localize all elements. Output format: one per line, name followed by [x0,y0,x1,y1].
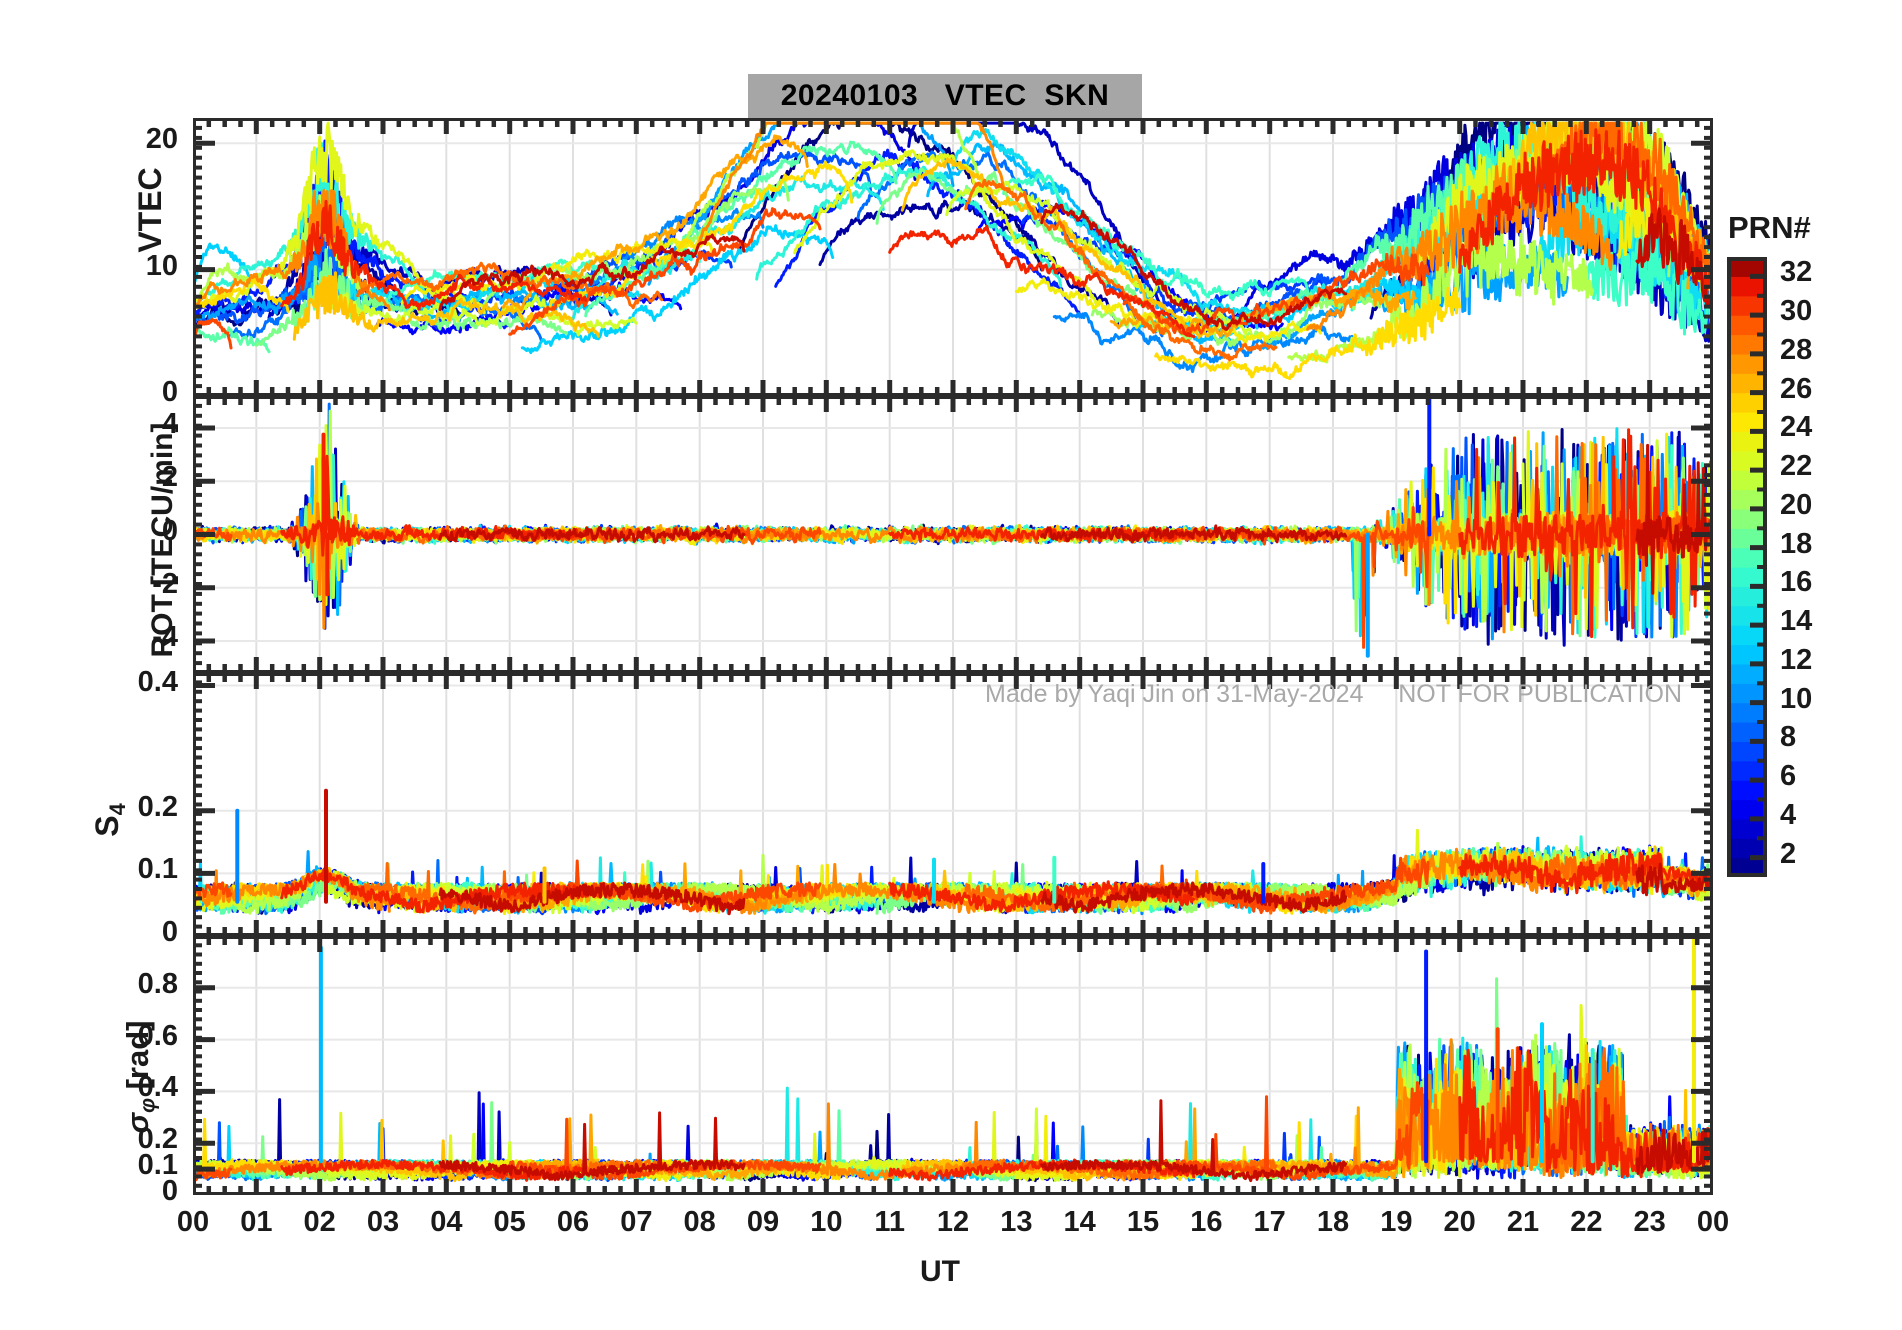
xtick-7: 07 [620,1206,653,1238]
xtick-21: 21 [1506,1206,1540,1238]
ytick-vtec-1: 10 [145,249,178,282]
xtick-23: 23 [1633,1206,1666,1238]
panel-vtec [193,118,1713,396]
xtick-19: 19 [1380,1206,1413,1238]
xtick-16: 16 [1190,1206,1223,1238]
colorbar-tick-16: 16 [1780,566,1813,599]
colorbar-tick-12: 12 [1780,643,1813,676]
xtick-12: 12 [936,1206,970,1238]
xtick-6: 06 [556,1206,590,1238]
xtick-8: 08 [683,1206,716,1238]
ytick-vtec-0: 20 [145,123,178,156]
ytick-sig-5: 0 [161,1175,178,1207]
ytick-rot-0: 4 [161,407,178,440]
panel-rot [193,396,1713,673]
ytick-s4-2: 0.1 [137,853,178,886]
colorbar[interactable] [1727,255,1767,879]
colorbar-tick-24: 24 [1780,411,1813,444]
xaxis-label: UT [920,1255,960,1288]
ytick-rot-1: 2 [161,461,178,494]
ytick-vtec-2: 0 [161,376,178,408]
ytick-s4-1: 0.2 [137,790,178,823]
colorbar-tick-10: 10 [1780,682,1813,715]
panel-sigma-phi [193,936,1713,1195]
ytick-rot-2: 0 [161,514,178,547]
xtick-2: 02 [303,1206,336,1238]
xtick-15: 15 [1126,1206,1160,1238]
colorbar-tick-20: 20 [1780,488,1813,521]
ytick-sig-2: 0.4 [137,1071,178,1104]
xtick-9: 09 [746,1206,780,1238]
colorbar-tick-32: 32 [1780,256,1813,289]
colorbar-tick-28: 28 [1780,333,1813,366]
xtick-24: 00 [1696,1206,1730,1238]
xtick-14: 14 [1063,1206,1096,1238]
ytick-rot-3: -2 [152,567,178,600]
colorbar-tick-26: 26 [1780,372,1813,405]
ytick-sig-0: 0.8 [137,967,178,1000]
xtick-1: 01 [240,1206,273,1238]
chart-title: 20240103 VTEC SKN [748,74,1142,118]
xtick-4: 04 [430,1206,463,1238]
xtick-20: 20 [1443,1206,1476,1238]
colorbar-title: PRN# [1728,210,1811,245]
colorbar-tick-30: 30 [1780,295,1813,328]
colorbar-tick-2: 2 [1780,837,1797,870]
colorbar-tick-22: 22 [1780,450,1813,483]
ytick-s4-0: 0.4 [137,665,178,698]
colorbar-tick-18: 18 [1780,527,1813,560]
xtick-0: 00 [176,1206,210,1238]
xtick-3: 03 [366,1206,400,1238]
xtick-22: 22 [1570,1206,1603,1238]
xtick-10: 10 [810,1206,843,1238]
xtick-11: 11 [874,1206,905,1238]
ytick-s4-3: 0 [161,916,178,948]
colorbar-tick-4: 4 [1780,798,1797,831]
xtick-13: 13 [1000,1206,1033,1238]
ytick-sig-3: 0.2 [137,1123,178,1156]
colorbar-tick-6: 6 [1780,760,1797,793]
xtick-17: 17 [1253,1206,1286,1238]
watermark-text: Made by Yaqi Jin on 31-May-2024 NOT FOR … [985,680,1683,708]
ytick-sig-4: 0.1 [137,1149,178,1182]
xtick-18: 18 [1316,1206,1350,1238]
ytick-sig-1: 0.6 [137,1019,178,1052]
colorbar-tick-8: 8 [1780,721,1797,754]
colorbar-tick-14: 14 [1780,605,1813,638]
xtick-5: 05 [493,1206,526,1238]
ytick-rot-4: -4 [152,621,178,654]
panel-s4 [193,673,1713,936]
